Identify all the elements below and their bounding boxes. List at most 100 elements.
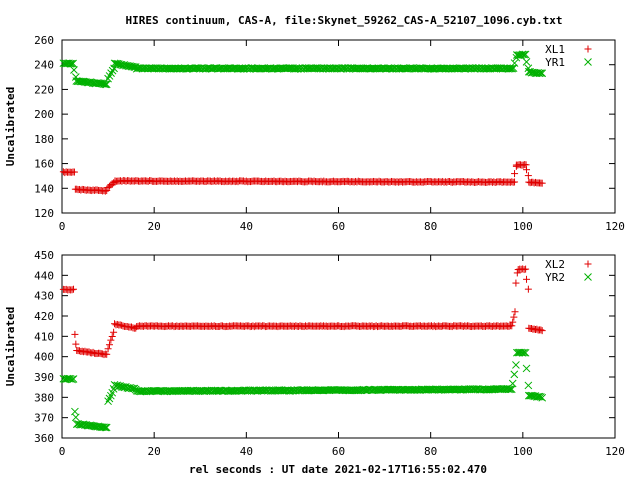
plus-marker — [108, 333, 116, 341]
y-tick-label: 410 — [34, 330, 54, 343]
cross-marker — [101, 423, 110, 432]
x-tick-label: 80 — [424, 220, 437, 233]
y-tick-label: 220 — [34, 83, 54, 96]
plus-marker — [71, 330, 79, 338]
y-tick-label: 260 — [34, 34, 54, 47]
plus-marker — [509, 318, 517, 326]
cross-marker — [69, 59, 77, 68]
legend-label: XL1 — [545, 43, 565, 56]
plus-marker — [72, 340, 80, 348]
series-YR1 — [59, 50, 547, 89]
cross-marker — [108, 66, 117, 75]
cross-marker — [127, 384, 136, 393]
plus-marker — [523, 275, 531, 283]
cross-marker — [506, 385, 515, 394]
cross-marker — [69, 375, 78, 383]
plus-marker — [538, 179, 546, 187]
cross-marker — [584, 58, 592, 66]
plus-marker — [537, 326, 545, 334]
cross-marker — [508, 379, 517, 388]
x-tick-label: 60 — [332, 445, 345, 458]
plus-marker — [524, 172, 532, 180]
cross-marker — [521, 348, 530, 357]
plus-marker — [513, 269, 521, 277]
cross-marker — [102, 80, 111, 89]
x-tick-label: 100 — [513, 445, 533, 458]
cross-marker — [66, 374, 75, 383]
plus-marker — [511, 170, 519, 178]
cross-marker — [538, 69, 547, 78]
x-tick-label: 80 — [424, 445, 437, 458]
cross-marker — [510, 59, 519, 67]
plus-marker — [523, 166, 531, 174]
cross-marker — [100, 80, 108, 89]
y-tick-label: 200 — [34, 108, 54, 121]
cross-marker — [508, 64, 517, 73]
cross-marker — [66, 59, 75, 68]
cross-marker — [67, 59, 76, 68]
plus-marker — [110, 328, 118, 336]
y-axis-label: Uncalibrated — [4, 307, 17, 386]
y-tick-label: 360 — [34, 432, 54, 445]
plus-marker — [68, 286, 76, 294]
plus-marker — [584, 260, 592, 268]
y-tick-label: 140 — [34, 182, 54, 195]
cross-marker — [512, 361, 520, 369]
plus-marker — [107, 336, 115, 344]
plus-marker — [511, 308, 519, 316]
cross-marker — [129, 384, 137, 393]
x-tick-label: 120 — [605, 445, 625, 458]
plot-frame — [61, 254, 616, 439]
cross-marker — [535, 392, 544, 401]
cross-marker — [522, 364, 531, 373]
plus-marker — [103, 187, 111, 195]
x-tick-label: 40 — [240, 220, 253, 233]
plot-panel-2: 0 20 40 60 80 100 120 360 370 380 390 400 410 420 430 4… — [4, 249, 625, 458]
y-tick-label: 160 — [34, 158, 54, 171]
plus-marker — [522, 265, 530, 273]
series-XL2 — [59, 265, 546, 359]
y-tick-label: 430 — [34, 290, 54, 303]
plus-marker — [70, 168, 78, 176]
cross-marker — [521, 50, 530, 59]
legend-label: YR1 — [545, 56, 565, 69]
cross-marker — [538, 393, 547, 402]
cross-marker — [520, 50, 528, 59]
cross-marker — [507, 64, 515, 73]
cross-marker — [522, 58, 531, 66]
cross-marker — [518, 349, 527, 357]
y-tick-label: 180 — [34, 133, 54, 146]
plus-marker — [584, 45, 592, 53]
plus-marker — [70, 285, 78, 293]
cross-marker — [510, 370, 519, 379]
cross-marker — [520, 348, 528, 357]
series-XL1 — [59, 161, 546, 195]
x-tick-label: 100 — [513, 220, 533, 233]
plus-marker — [511, 178, 519, 186]
cross-marker — [107, 69, 115, 77]
x-tick-label: 0 — [59, 445, 66, 458]
cross-marker — [505, 385, 513, 394]
legend-label: YR2 — [545, 271, 565, 284]
plus-marker — [538, 327, 546, 335]
y-tick-label: 400 — [34, 351, 54, 364]
y-tick-label: 380 — [34, 391, 54, 404]
plus-marker — [103, 350, 111, 358]
plus-marker — [510, 313, 518, 321]
plus-marker — [101, 187, 109, 195]
cross-marker — [70, 66, 78, 74]
legend-label: XL2 — [545, 258, 565, 271]
x-tick-label: 0 — [59, 220, 66, 233]
cross-marker — [518, 50, 527, 59]
x-tick-label: 40 — [240, 445, 253, 458]
x-tick-label: 120 — [605, 220, 625, 233]
cross-marker — [102, 423, 111, 432]
cross-marker — [129, 62, 137, 71]
cross-marker — [584, 273, 592, 281]
plus-marker — [104, 345, 112, 353]
cross-marker — [524, 381, 533, 390]
plot-panel-1: 0 20 40 60 80 100 120 120 140 160 180 200 220 240 260 U… — [4, 34, 625, 233]
y-tick-label: 420 — [34, 310, 54, 323]
y-tick-label: 450 — [34, 249, 54, 262]
